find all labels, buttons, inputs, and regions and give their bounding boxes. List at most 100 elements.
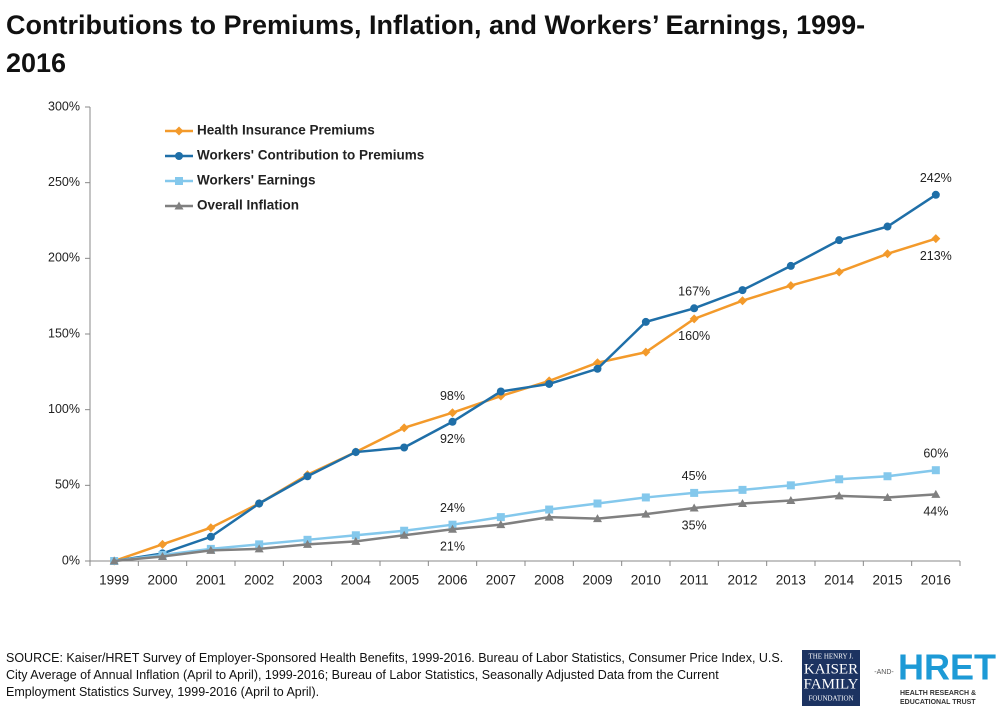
- data-point: [641, 347, 651, 357]
- series-line: [114, 468, 936, 563]
- x-tick-label: 2002: [244, 573, 274, 588]
- logo-text: EDUCATIONAL TRUST: [900, 699, 976, 706]
- x-tick-label: 2015: [872, 573, 902, 588]
- data-point: [641, 317, 650, 326]
- y-tick-label: 150%: [48, 326, 80, 340]
- legend-label: Health Insurance Premiums: [197, 123, 375, 138]
- data-point: [399, 423, 409, 433]
- data-point: [544, 512, 554, 521]
- data-point: [690, 488, 699, 497]
- data-point: [496, 387, 505, 396]
- data-point: [351, 531, 360, 540]
- data-point: [593, 514, 602, 523]
- data-label: 60%: [923, 446, 948, 460]
- data-point: [448, 524, 457, 533]
- x-tick-label: 2000: [147, 573, 177, 588]
- data-point: [158, 539, 167, 549]
- data-point: [109, 556, 119, 565]
- data-point: [883, 222, 892, 231]
- source-note: SOURCE: Kaiser/HRET Survey of Employer-S…: [6, 651, 784, 699]
- data-point: [834, 267, 844, 277]
- data-point: [738, 485, 747, 494]
- data-point: [255, 499, 264, 508]
- data-point: [545, 379, 554, 388]
- data-point: [931, 466, 940, 475]
- data-point: [641, 509, 651, 518]
- data-label: 160%: [678, 329, 710, 343]
- data-point: [206, 532, 215, 541]
- y-tick-label: 250%: [48, 175, 80, 189]
- series-line: [114, 493, 936, 563]
- legend-marker: [175, 177, 183, 185]
- logo-text: FAMILY: [804, 676, 859, 692]
- data-point: [448, 408, 457, 418]
- x-tick-label: 1999: [99, 573, 129, 588]
- data-point: [400, 526, 409, 535]
- data-point: [883, 492, 892, 501]
- data-point: [496, 520, 506, 529]
- y-tick-label: 50%: [55, 478, 80, 492]
- data-point: [303, 535, 312, 544]
- x-tick-label: 2003: [292, 573, 322, 588]
- legend-marker: [175, 152, 183, 160]
- data-label: 242%: [920, 171, 952, 185]
- data-point: [786, 495, 796, 504]
- data-point: [834, 491, 844, 500]
- x-tick-label: 2014: [824, 573, 855, 588]
- data-point: [689, 503, 699, 512]
- logo-text: FOUNDATION: [808, 695, 853, 703]
- logo-text: HRET: [898, 647, 996, 688]
- data-point: [689, 314, 699, 324]
- x-tick-label: 2011: [680, 573, 709, 588]
- legend-marker: [174, 201, 184, 210]
- x-tick-label: 2001: [196, 573, 226, 588]
- data-point: [593, 364, 602, 373]
- data-point: [835, 236, 844, 245]
- kaiser-logo: [802, 650, 860, 706]
- data-label: 45%: [682, 469, 707, 483]
- y-tick-label: 200%: [48, 251, 80, 265]
- data-label: 21%: [440, 540, 465, 554]
- x-tick-label: 2012: [727, 573, 757, 588]
- data-label: 35%: [682, 518, 707, 532]
- data-point: [158, 551, 167, 560]
- data-point: [835, 475, 844, 484]
- data-point: [206, 523, 216, 533]
- logo-text: KAISER: [804, 661, 858, 677]
- y-tick-label: 300%: [48, 99, 80, 113]
- logo-text: -AND-: [874, 669, 894, 676]
- data-point: [738, 498, 747, 507]
- data-point: [303, 539, 312, 548]
- y-tick-label: 0%: [62, 553, 80, 567]
- data-point: [496, 513, 505, 522]
- y-tick-label: 100%: [48, 402, 80, 416]
- x-tick-label: 2006: [437, 573, 467, 588]
- data-point: [448, 520, 457, 529]
- x-tick-label: 2008: [534, 573, 564, 588]
- data-point: [738, 296, 747, 306]
- data-point: [303, 472, 312, 481]
- legend-label: Overall Inflation: [197, 198, 299, 213]
- data-point: [351, 448, 360, 457]
- data-point: [738, 286, 747, 295]
- data-label: 44%: [923, 505, 948, 519]
- data-point: [641, 493, 650, 502]
- x-tick-label: 2010: [631, 573, 661, 588]
- data-point: [690, 304, 699, 313]
- x-tick-label: 2016: [921, 573, 951, 588]
- legend-marker: [174, 126, 184, 136]
- legend-label: Workers' Contribution to Premiums: [197, 148, 424, 163]
- data-label: 98%: [440, 389, 465, 403]
- data-point: [545, 505, 554, 514]
- x-tick-label: 2005: [389, 573, 419, 588]
- data-point: [786, 481, 795, 490]
- data-point: [254, 544, 264, 553]
- data-point: [883, 472, 892, 481]
- data-point: [786, 281, 796, 291]
- data-point: [931, 190, 940, 199]
- data-point: [931, 489, 941, 498]
- x-tick-label: 2013: [776, 573, 806, 588]
- data-point: [883, 249, 892, 259]
